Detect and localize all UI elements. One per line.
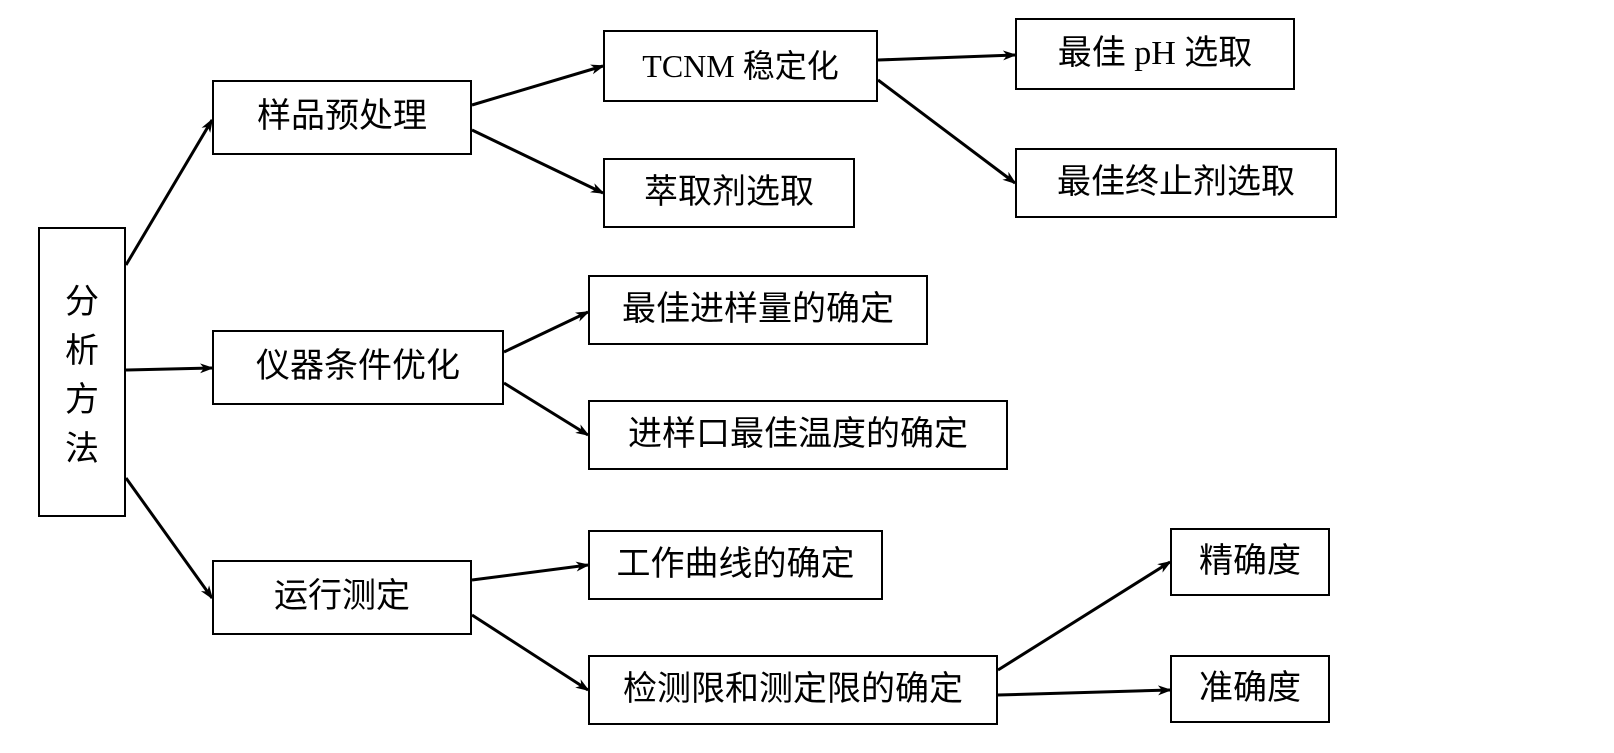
edge-limits-to-precision: [998, 562, 1170, 670]
root-char-1: 析: [65, 323, 99, 372]
edge-root-to-run: [126, 478, 212, 598]
label: 进样口最佳温度的确定: [628, 415, 968, 456]
node-instrument-optimization: 仪器条件优化: [212, 330, 504, 405]
label: TCNM 稳定化: [642, 47, 838, 85]
node-best-ph: 最佳 pH 选取: [1015, 18, 1295, 90]
node-extractant-selection: 萃取剂选取: [603, 158, 855, 228]
node-run-determination: 运行测定: [212, 560, 472, 635]
edge-tcnm-to-ph: [878, 55, 1015, 60]
node-injection-volume: 最佳进样量的确定: [588, 275, 928, 345]
node-tcnm-stabilization: TCNM 稳定化: [603, 30, 878, 102]
node-precision: 精确度: [1170, 528, 1330, 596]
node-accuracy: 准确度: [1170, 655, 1330, 723]
root-char-3: 法: [65, 421, 99, 470]
label: 精确度: [1199, 542, 1301, 583]
edge-run-to-limits: [472, 615, 588, 690]
label: 准确度: [1199, 669, 1301, 710]
label: 工作曲线的确定: [617, 545, 855, 586]
edge-instr-to-inj_temp: [504, 383, 588, 435]
node-working-curve: 工作曲线的确定: [588, 530, 883, 600]
label: 最佳进样量的确定: [622, 290, 894, 331]
edge-root-to-instr: [126, 368, 212, 370]
node-injection-temperature: 进样口最佳温度的确定: [588, 400, 1008, 470]
edge-instr-to-inj_vol: [504, 312, 588, 352]
label: 萃取剂选取: [644, 173, 814, 214]
edge-pre-to-tcnm: [472, 66, 603, 105]
edge-pre-to-extract: [472, 130, 603, 193]
label: 最佳 pH 选取: [1058, 34, 1253, 75]
node-detection-limits: 检测限和测定限的确定: [588, 655, 998, 725]
edge-root-to-pre: [126, 120, 212, 265]
label: 样品预处理: [257, 97, 427, 138]
root-char-2: 方: [65, 372, 99, 421]
label: 运行测定: [274, 577, 410, 618]
edge-limits-to-accuracy: [998, 690, 1170, 695]
label: 检测限和测定限的确定: [623, 670, 963, 711]
root-char-0: 分: [65, 274, 99, 323]
edge-tcnm-to-terminator: [878, 80, 1015, 183]
label: 最佳终止剂选取: [1057, 163, 1295, 204]
node-root: 分 析 方 法: [38, 227, 126, 517]
node-sample-pretreatment: 样品预处理: [212, 80, 472, 155]
edge-run-to-curve: [472, 565, 588, 580]
node-best-terminator: 最佳终止剂选取: [1015, 148, 1337, 218]
label: 仪器条件优化: [256, 347, 460, 388]
